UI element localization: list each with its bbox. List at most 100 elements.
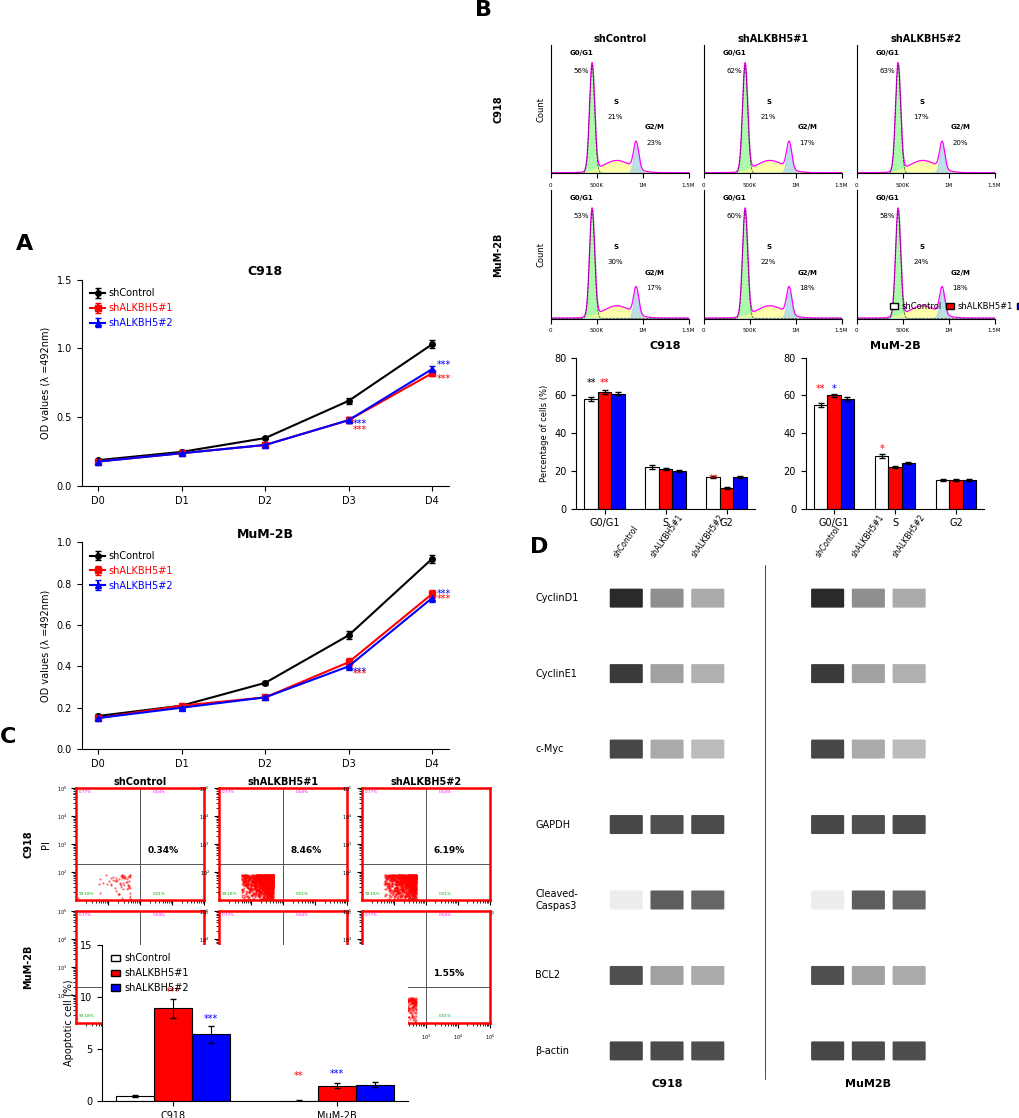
Point [337, 1041, 354, 1059]
Point [193, 910, 209, 928]
Point [37, 1033, 53, 1051]
Point [37, 896, 53, 913]
Point [37, 1024, 53, 1042]
Point [396, 871, 413, 889]
Point [37, 911, 53, 929]
Point [350, 1026, 366, 1044]
Point [182, 1040, 199, 1058]
Point [38, 1039, 54, 1057]
Point [37, 908, 53, 926]
Point [46, 919, 62, 937]
Point [322, 1039, 338, 1057]
Point [37, 913, 53, 931]
Point [47, 919, 63, 937]
Point [193, 1033, 209, 1051]
Point [192, 919, 208, 937]
Point [52, 1030, 68, 1048]
Point [46, 1025, 62, 1043]
Point [195, 910, 211, 928]
Point [393, 878, 410, 896]
Point [179, 917, 196, 935]
Point [55, 919, 71, 937]
Point [400, 999, 417, 1017]
Point [406, 878, 422, 896]
Point [192, 898, 208, 916]
Point [325, 899, 341, 917]
Point [184, 909, 201, 927]
Point [214, 913, 230, 931]
Point [185, 1042, 202, 1060]
Point [259, 996, 275, 1014]
Point [329, 1042, 345, 1060]
Point [179, 919, 196, 937]
Point [255, 872, 271, 890]
Point [251, 870, 267, 888]
Point [196, 912, 212, 930]
Point [333, 1042, 350, 1060]
Point [329, 899, 345, 917]
Point [37, 1031, 53, 1049]
Point [37, 906, 53, 923]
Point [398, 866, 415, 884]
Point [322, 1042, 338, 1060]
Point [179, 907, 196, 925]
Point [55, 919, 71, 937]
Point [197, 919, 213, 937]
Point [330, 912, 346, 930]
Point [39, 1042, 55, 1060]
Point [261, 868, 277, 885]
Point [44, 1042, 60, 1060]
Point [333, 1031, 350, 1049]
Point [45, 912, 61, 930]
Point [322, 1008, 338, 1026]
Point [37, 919, 53, 937]
Point [45, 919, 61, 937]
Point [322, 917, 338, 935]
Point [186, 1032, 203, 1050]
Point [345, 916, 362, 934]
Point [37, 917, 53, 935]
Point [257, 887, 273, 904]
Point [49, 915, 65, 932]
Point [322, 1042, 338, 1060]
Point [250, 901, 266, 919]
Point [341, 919, 358, 937]
Point [37, 1035, 53, 1053]
Point [338, 918, 355, 936]
Point [181, 919, 198, 937]
Point [52, 1034, 68, 1052]
Point [327, 1042, 343, 1060]
Point [187, 919, 204, 937]
Point [406, 894, 422, 912]
Point [181, 907, 198, 925]
Point [207, 919, 223, 937]
Point [248, 1005, 264, 1023]
Point [406, 1032, 422, 1050]
Point [338, 1035, 355, 1053]
Point [37, 918, 53, 936]
Point [195, 898, 211, 916]
Point [322, 919, 338, 937]
Point [327, 919, 343, 937]
Point [394, 994, 411, 1012]
Point [46, 919, 62, 937]
Point [330, 907, 346, 925]
Point [46, 907, 62, 925]
Point [189, 903, 205, 921]
Point [49, 1036, 65, 1054]
Point [179, 919, 196, 937]
Legend: shControl, shALKBH5#1, shALKBH5#2: shControl, shALKBH5#1, shALKBH5#2 [886, 299, 1019, 314]
Point [39, 1016, 55, 1034]
Point [331, 1024, 347, 1042]
Point [261, 869, 277, 887]
Point [408, 873, 424, 891]
Point [47, 904, 63, 922]
Point [407, 888, 423, 906]
Point [44, 902, 60, 920]
Point [329, 919, 345, 937]
Point [382, 1013, 398, 1031]
Point [198, 911, 214, 929]
Point [254, 872, 270, 890]
Point [55, 1039, 71, 1057]
Point [189, 909, 205, 927]
